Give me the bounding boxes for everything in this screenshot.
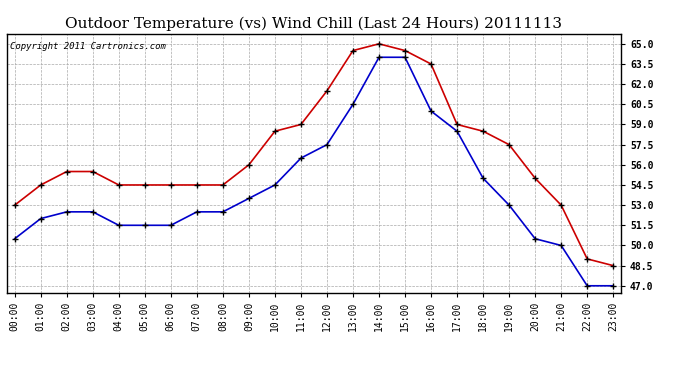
Text: Copyright 2011 Cartronics.com: Copyright 2011 Cartronics.com xyxy=(10,42,166,51)
Title: Outdoor Temperature (vs) Wind Chill (Last 24 Hours) 20111113: Outdoor Temperature (vs) Wind Chill (Las… xyxy=(66,17,562,31)
